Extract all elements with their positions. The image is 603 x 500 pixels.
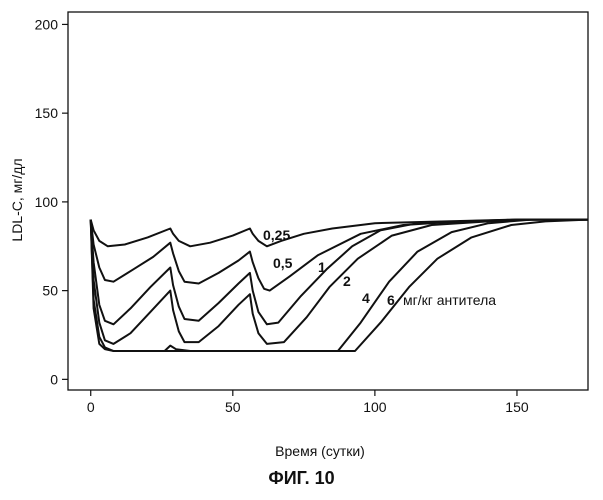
series-line-3 (91, 220, 588, 344)
x-tick-label: 100 (363, 399, 387, 415)
x-tick-label: 50 (225, 399, 241, 415)
annotation-2: 2 (343, 273, 351, 289)
x-axis-label: Время (сутки) (275, 443, 365, 459)
x-axis-ticks: 0 50 100 150 (87, 390, 529, 415)
y-tick-label: 50 (42, 283, 58, 299)
series-lines (91, 220, 588, 351)
series-line-4 (91, 220, 588, 351)
x-tick-label: 0 (87, 399, 95, 415)
figure-caption: ФИГ. 10 (0, 468, 603, 489)
series-line-2 (91, 220, 588, 325)
y-tick-label: 150 (35, 105, 59, 121)
annotation-4: 4 (362, 290, 370, 306)
ldl-chart: 0 50 100 150 0 50 100 150 200 LDL-C, мг/дл Врем… (0, 0, 603, 470)
annotation-0-5: 0,5 (273, 255, 293, 271)
plot-border (68, 12, 588, 390)
annotation-unit: мг/кг антитела (403, 292, 496, 308)
y-tick-label: 200 (35, 16, 59, 32)
series-line-5 (91, 220, 588, 351)
series-line-0 (91, 220, 588, 247)
annotation-0-25: 0,25 (263, 227, 290, 243)
plot-frame (68, 12, 588, 390)
annotation-1: 1 (318, 259, 326, 275)
y-tick-label: 0 (50, 371, 58, 387)
y-axis-ticks: 0 50 100 150 200 (35, 16, 68, 387)
y-tick-label: 100 (35, 194, 59, 210)
y-axis-label: LDL-C, мг/дл (9, 158, 25, 241)
annotation-6: 6 (387, 292, 395, 308)
x-tick-label: 150 (505, 399, 529, 415)
